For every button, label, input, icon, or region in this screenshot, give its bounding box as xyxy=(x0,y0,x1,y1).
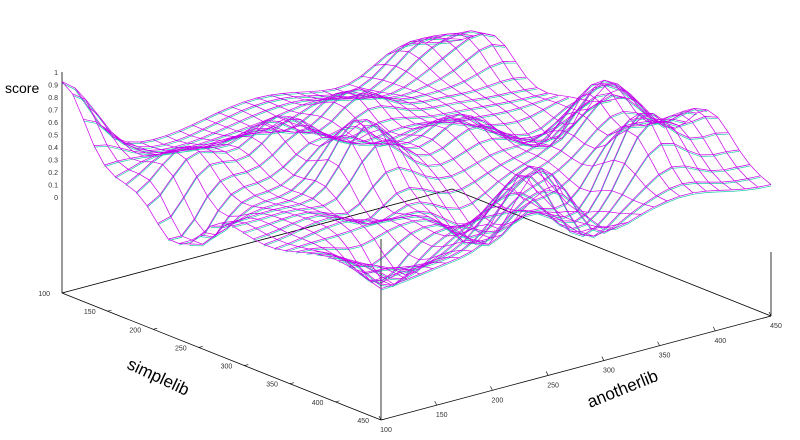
mesh-underside-line xyxy=(221,101,612,225)
x-tick xyxy=(198,346,203,348)
z-tick-label: 0.5 xyxy=(48,133,58,140)
y-tick-label: 150 xyxy=(436,412,448,419)
z-axis-label: score xyxy=(5,80,39,96)
mesh-underside-line xyxy=(306,112,697,268)
mesh-underside-line xyxy=(72,39,463,149)
y-tick-label: 450 xyxy=(770,323,782,330)
x-tick xyxy=(153,327,158,330)
y-tick-label: 250 xyxy=(547,382,559,389)
x-axis-label: simplelib xyxy=(124,354,192,399)
z-tick-label: 0.9 xyxy=(48,83,58,90)
mesh-underside-line xyxy=(200,102,591,239)
y-tick xyxy=(601,356,605,361)
mesh-line xyxy=(386,50,707,192)
mesh-line xyxy=(412,35,733,191)
x-tick-label: 400 xyxy=(312,400,324,407)
x-tick xyxy=(380,418,386,421)
y-tick-label: 300 xyxy=(603,368,615,375)
mesh-line xyxy=(93,30,484,154)
surface-mesh xyxy=(61,30,772,290)
mesh-line xyxy=(125,61,516,185)
mesh-line xyxy=(100,125,421,275)
tick-labels: 100 150 200 250 300 350 400 450 100 150 200 250 300 3… xyxy=(38,70,782,434)
mesh-line xyxy=(380,184,772,290)
y-tick-label: 200 xyxy=(492,397,504,404)
x-tick xyxy=(107,309,112,312)
z-tick-label: 0.6 xyxy=(48,120,58,127)
y-axis-line xyxy=(380,315,772,421)
y-tick xyxy=(713,326,716,331)
y-tick xyxy=(434,401,437,406)
x-tick-label: 200 xyxy=(129,327,141,334)
x-tick-label: 300 xyxy=(221,364,233,371)
z-tick-label: 0 xyxy=(54,195,58,202)
mesh-line xyxy=(263,83,655,245)
y-axis-label: anotherlib xyxy=(584,366,660,412)
z-tick-label: 0.2 xyxy=(48,170,58,177)
y-tick-label: 100 xyxy=(380,427,392,434)
x-tick-label: 350 xyxy=(266,382,278,389)
mesh-underside-line xyxy=(115,45,506,179)
mesh-underside-line xyxy=(125,62,516,186)
x-tick xyxy=(335,400,340,403)
mesh-underside-line xyxy=(93,31,484,155)
mesh-line xyxy=(438,30,759,188)
mesh-underside-line xyxy=(327,114,718,288)
mesh-underside-line xyxy=(104,34,495,167)
mesh-line xyxy=(425,32,746,190)
x-tick xyxy=(244,364,249,366)
mesh-line xyxy=(349,143,740,271)
mesh-line xyxy=(370,170,761,282)
mesh-underside-line xyxy=(232,94,623,228)
z-tick-label: 1 xyxy=(54,70,58,77)
z-tick-label: 0.3 xyxy=(48,158,58,165)
mesh-line xyxy=(359,164,750,274)
y-tick-label: 400 xyxy=(714,338,726,345)
x-tick xyxy=(61,291,67,294)
x-tick-label: 100 xyxy=(38,291,50,298)
y-tick xyxy=(378,415,382,421)
mesh-underside-line xyxy=(380,185,772,291)
mesh-line xyxy=(113,136,434,285)
mesh-underside-line xyxy=(168,96,559,241)
y-tick-label: 350 xyxy=(659,353,671,360)
mesh-line xyxy=(334,88,655,208)
x-axis-line xyxy=(61,292,382,421)
y-tick xyxy=(768,311,772,317)
y-tick xyxy=(657,341,660,346)
mesh-underside-line xyxy=(370,171,761,284)
z-tick-label: 0.4 xyxy=(48,145,58,152)
x-tick-label: 450 xyxy=(357,418,369,425)
mesh-underside-line xyxy=(285,112,676,253)
y-tick xyxy=(545,371,549,376)
x-tick xyxy=(289,382,294,385)
z-tick-label: 0.1 xyxy=(48,183,58,190)
y-tick xyxy=(490,386,493,391)
mesh-underside-line xyxy=(146,88,538,208)
z-tick-label: 0.8 xyxy=(48,95,58,102)
z-tick-label: 0.7 xyxy=(48,108,58,115)
mesh-underside-line xyxy=(274,95,665,251)
x-tick-label: 250 xyxy=(175,345,187,352)
mesh-line xyxy=(451,32,772,185)
mesh-underside-line xyxy=(83,35,474,153)
x-tick-label: 150 xyxy=(84,309,96,316)
